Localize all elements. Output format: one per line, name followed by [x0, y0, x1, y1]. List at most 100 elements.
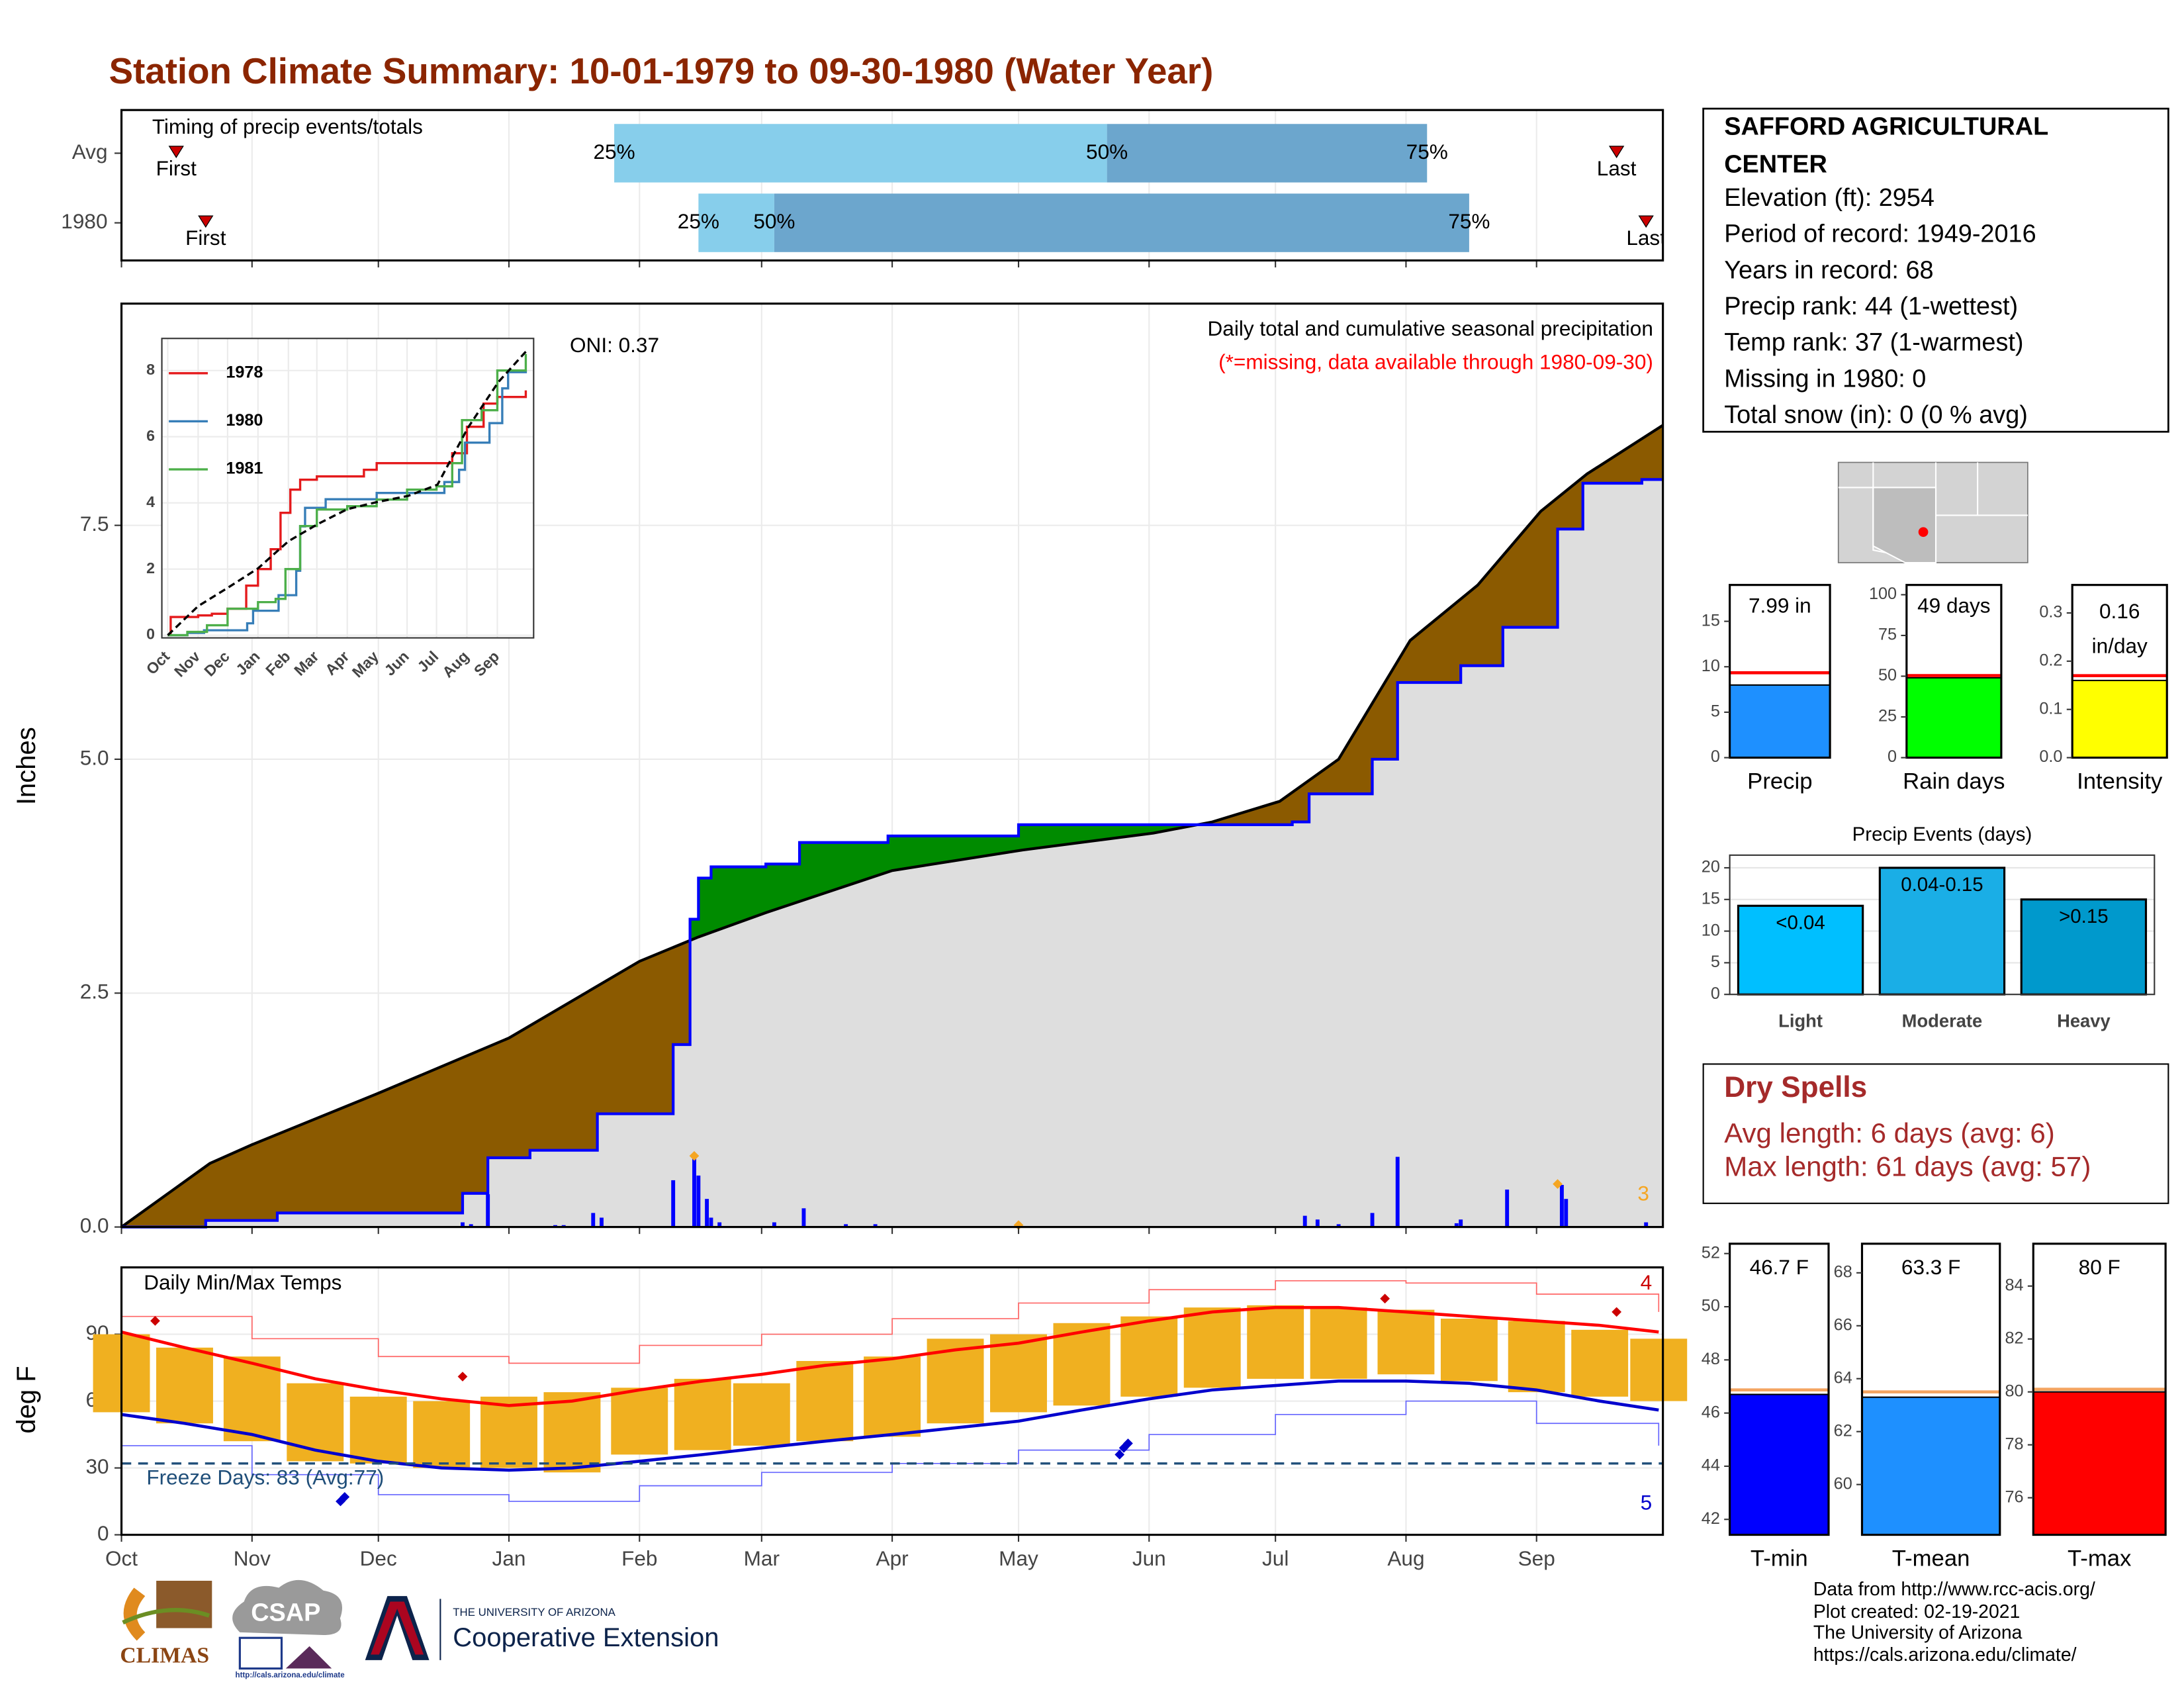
y-tick-label: 60: [1834, 1474, 1852, 1493]
daily-precip-bar: [1302, 1215, 1307, 1227]
series-line: [167, 353, 527, 637]
station-line: Elevation (ft): 2954: [1724, 184, 1934, 212]
daily-temp-range: [287, 1383, 344, 1462]
y-tick-label: 78: [2005, 1434, 2023, 1453]
x-tick-label: Light: [1778, 1011, 1823, 1031]
gauge-bar: [1729, 1393, 1830, 1536]
y-tick-label: 5: [1711, 702, 1720, 721]
y-tick-label: 48: [1702, 1350, 1720, 1368]
gauge-bar: [2032, 1391, 2167, 1536]
record-marker: [1380, 1293, 1390, 1304]
daily-precip-bar: [469, 1224, 473, 1227]
events-chart: 0 5 10 15 20 <0.04 Light 0.04-0.15 Moderate >0.15…: [1702, 823, 2156, 1031]
x-tick-label: Jan: [492, 1546, 526, 1570]
daily-temp-range: [796, 1360, 854, 1442]
y-tick-label: 52: [1702, 1243, 1720, 1262]
footer-line: Data from http://www.rcc-acis.org/: [1813, 1579, 2095, 1600]
record-count: 3: [1637, 1182, 1649, 1205]
timing-marker-label: First: [156, 156, 197, 180]
gauge-value-label: 63.3 F: [1901, 1255, 1960, 1279]
x-tick-label: Feb: [621, 1546, 657, 1570]
daily-temp-range: [611, 1387, 668, 1455]
plot-border: [120, 303, 1664, 1229]
record-marker: [1553, 1179, 1563, 1189]
bar: [2020, 898, 2148, 996]
gauge-value-label: 46.7 F: [1750, 1255, 1809, 1279]
y-axis-label: Inches: [12, 727, 41, 805]
y-tick-label: 5.0: [80, 745, 109, 769]
quantile-label: 75%: [1448, 209, 1490, 233]
chart-title: Daily Min/Max Temps: [144, 1270, 341, 1294]
x-tick-label: Jul: [1262, 1546, 1289, 1570]
y-tick-label: 20: [1702, 858, 1720, 876]
station-line: Temp rank: 37 (1-warmest): [1724, 329, 2023, 357]
plot-border: [120, 1266, 1664, 1536]
y-tick-label: 15: [1702, 889, 1720, 908]
gauge-border: [2032, 1243, 2167, 1536]
daily-precip-bar: [1644, 1222, 1649, 1227]
bar-label: >0.15: [2059, 906, 2109, 927]
timing-bar: [1107, 124, 1428, 183]
legend-label: 1980: [226, 411, 263, 430]
x-tick-label: Moderate: [1902, 1011, 1983, 1031]
station-line: Total snow (in): 0 (0 % avg): [1724, 401, 2028, 429]
daily-temp-range: [1630, 1338, 1688, 1401]
daily-temp-range: [990, 1334, 1047, 1413]
y-tick-label: 2: [146, 559, 155, 577]
record-count: 5: [1641, 1491, 1653, 1515]
deficit-fill: [121, 425, 1663, 1227]
record-marker: [1123, 1438, 1133, 1448]
ua-large-text: Cooperative Extension: [453, 1623, 719, 1652]
record-count: 4: [1641, 1270, 1653, 1294]
gauge: 0.0 0.1 0.2 0.3 Intensity 0.16 in/day: [2039, 584, 2168, 794]
daily-precip-bar: [1454, 1223, 1459, 1227]
gauge: 60 62 64 66 68 T-mean 63.3 F: [1834, 1243, 2001, 1571]
record-max-line: [121, 1280, 1660, 1364]
y-tick-label: 66: [1834, 1315, 1852, 1334]
y-tick-label: 30: [86, 1454, 109, 1478]
quantile-label: 50%: [1086, 140, 1128, 164]
gauge-label: T-min: [1751, 1546, 1808, 1571]
y-tick-label: 6: [146, 427, 155, 444]
station-name: CENTER: [1724, 150, 1827, 178]
locator-map: [1837, 461, 2028, 564]
precip-chart: 3 0.0 2.5 5.0 7.5 Inches ONI: 0.37 Daily total …: [12, 303, 1664, 1237]
gauge-bar: [1861, 1396, 2001, 1536]
freeze-label: Freeze Days: 83 (Avg:77): [146, 1466, 384, 1489]
average-line: [120, 424, 1664, 1229]
legend-label: 1978: [226, 363, 263, 382]
daily-temp-range: [349, 1396, 407, 1464]
daily-precip-bar: [1370, 1213, 1375, 1227]
avg-min-line: [121, 1379, 1659, 1472]
station-line: Years in record: 68: [1724, 256, 1933, 284]
daily-precip-bar: [591, 1213, 596, 1227]
legend-label: 1981: [226, 459, 263, 478]
bar-label: 0.04-0.15: [1901, 874, 1983, 896]
daily-precip-bar: [1459, 1219, 1463, 1227]
daily-precip-bar: [1336, 1224, 1341, 1227]
daily-precip-bar: [696, 1175, 701, 1227]
x-tick-label: May: [999, 1546, 1038, 1570]
dry-spells-box: [1702, 1063, 2169, 1204]
timing-marker-label: First: [185, 226, 226, 250]
daily-precip-bar: [772, 1222, 776, 1227]
oni-annotation: ONI: 0.37: [570, 333, 659, 357]
gauge-border: [2071, 584, 2168, 759]
daily-temp-range: [864, 1356, 921, 1437]
station-line: Period of record: 1949-2016: [1724, 220, 2036, 248]
daily-temp-range: [543, 1392, 601, 1473]
bar-label: <0.04: [1776, 912, 1825, 933]
daily-precip-bar: [692, 1156, 696, 1227]
gauge-value-label: 80 F: [2079, 1255, 2120, 1279]
y-tick-label: 50: [1878, 666, 1897, 684]
gauge-label: Precip: [1747, 769, 1812, 794]
x-tick-label: Heavy: [2057, 1011, 2111, 1031]
timing-marker-label: Last: [1597, 156, 1637, 180]
daily-temp-range: [1508, 1321, 1565, 1393]
daily-temp-range: [223, 1356, 281, 1442]
daily-temp-range: [156, 1347, 213, 1424]
y-tick-label: 25: [1878, 707, 1897, 726]
daily-temp-range: [674, 1378, 731, 1450]
y-tick-label: 0: [1711, 984, 1720, 1003]
